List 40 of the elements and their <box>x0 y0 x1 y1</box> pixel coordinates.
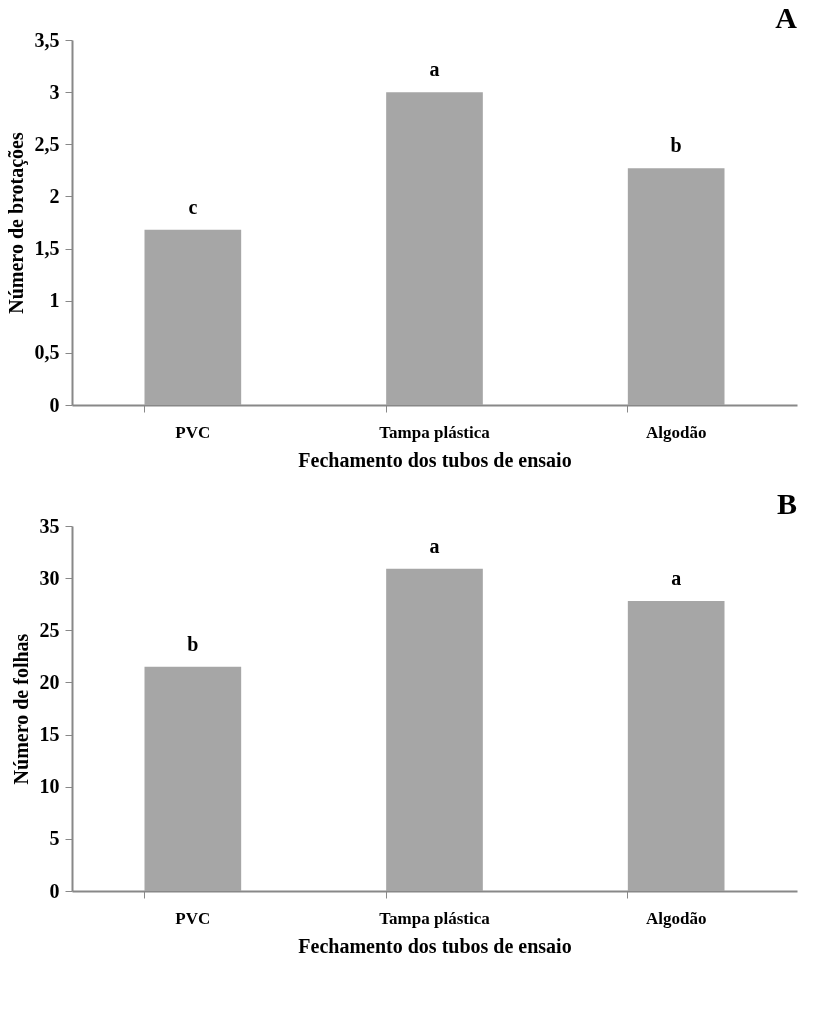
annotation: a <box>671 567 682 590</box>
bar <box>144 229 242 405</box>
y-tick-label: 20 <box>39 670 60 693</box>
chart-title: A <box>775 1 798 34</box>
y-tick-label: 10 <box>39 775 60 798</box>
annotation: a <box>429 534 440 557</box>
y-tick-label: 3,5 <box>34 28 60 51</box>
y-tick-label: 1 <box>49 289 60 312</box>
bar <box>627 168 725 405</box>
y-tick-label: 2 <box>49 184 60 207</box>
bar <box>627 601 725 891</box>
y-tick-label: 2,5 <box>34 132 60 155</box>
x-axis-title: Fechamento dos tubos de ensaio <box>298 448 572 471</box>
annotation: c <box>188 195 198 218</box>
bar <box>386 92 483 405</box>
chart-title: B <box>776 487 797 520</box>
y-axis-title: Número de brotações <box>4 132 28 314</box>
annotation: a <box>429 58 440 81</box>
x-tick-label: PVC <box>175 422 211 442</box>
annotation: b <box>187 632 199 655</box>
y-tick-label: 30 <box>39 566 60 589</box>
y-tick-label: 1,5 <box>34 237 60 260</box>
y-tick-label: 35 <box>39 514 60 537</box>
y-tick-label: 0 <box>49 393 60 416</box>
x-tick-label: Algodão <box>645 908 707 928</box>
x-tick-label: Algodão <box>645 422 707 442</box>
y-tick-label: 5 <box>49 827 60 850</box>
y-tick-label: 3 <box>49 80 60 103</box>
y-tick-label: 25 <box>39 618 60 641</box>
annotation: b <box>670 134 682 157</box>
y-tick-label: 0 <box>49 879 60 902</box>
y-tick-label: 15 <box>39 723 60 746</box>
x-tick-label: Tampa plástica <box>379 422 491 442</box>
x-axis-title: Fechamento dos tubos de ensaio <box>298 934 572 957</box>
y-axis-title: Número de folhas <box>9 633 32 785</box>
bar <box>144 666 242 891</box>
x-tick-label: PVC <box>175 908 211 928</box>
y-tick-label: 0,5 <box>34 341 60 364</box>
bar <box>386 568 483 891</box>
x-tick-label: Tampa plástica <box>379 908 491 928</box>
